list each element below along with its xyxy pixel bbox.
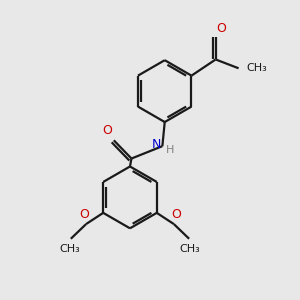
Text: O: O [79, 208, 89, 221]
Text: O: O [216, 22, 226, 35]
Text: N: N [152, 138, 161, 151]
Text: CH₃: CH₃ [60, 244, 81, 254]
Text: H: H [166, 145, 174, 155]
Text: CH₃: CH₃ [247, 63, 268, 73]
Text: CH₃: CH₃ [179, 244, 200, 254]
Text: O: O [102, 124, 112, 137]
Text: O: O [171, 208, 181, 221]
